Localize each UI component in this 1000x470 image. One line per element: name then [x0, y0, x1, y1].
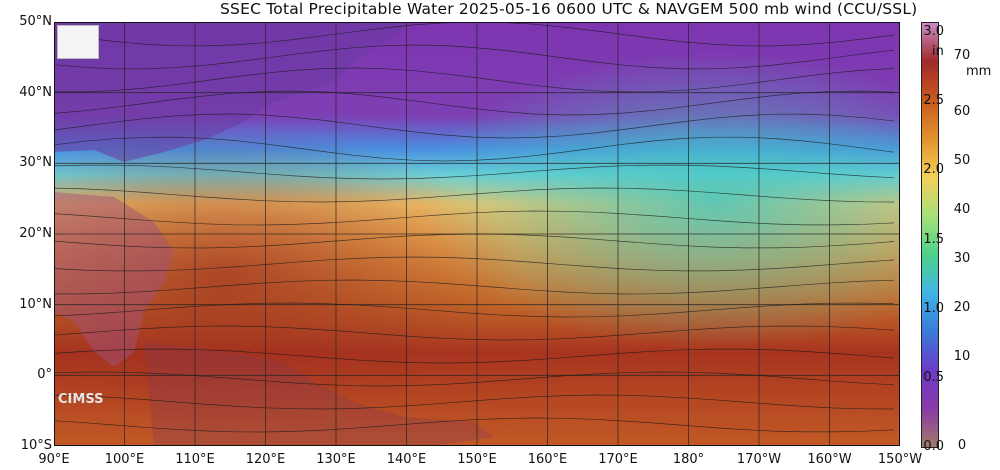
latitude-label: 30°N	[19, 155, 52, 171]
colorbar-mm-tick: 10	[953, 348, 971, 364]
wind-streamline	[54, 371, 895, 387]
latitude-label: 10°S	[20, 438, 52, 453]
graticule	[54, 22, 900, 446]
latitude-label: 50°N	[19, 14, 52, 29]
map-title: SSEC Total Precipitable Water 2025-05-16…	[220, 0, 918, 18]
latitude-label: 20°N	[19, 226, 52, 241]
longitude-label: 100°E	[104, 452, 145, 467]
colorbar	[921, 22, 939, 448]
wind-streamline	[54, 417, 895, 433]
colorbar-in-tick: 3.0	[923, 24, 944, 39]
colorbar-in-tick: 0.0	[923, 439, 944, 454]
longitude-label: 170°E	[598, 452, 638, 467]
colorbar-unit-mm: mm	[966, 64, 992, 79]
colorbar-in-tick: 1.0	[923, 300, 944, 316]
longitude-label: 150°E	[457, 452, 497, 467]
wind-streamline	[54, 67, 895, 93]
wind-streamline	[54, 279, 895, 295]
longitude-label: 160°E	[527, 452, 568, 467]
wind-streamline	[54, 348, 895, 364]
longitude-label: 120°E	[245, 452, 286, 467]
longitude-label: 160°W	[807, 452, 852, 467]
colorbar-mm-tick: 50	[953, 152, 971, 168]
colorbar-unit-in: in	[932, 44, 944, 59]
longitude-label: 170°W	[736, 452, 782, 467]
tpw-map	[54, 22, 900, 446]
wind-streamline	[54, 256, 895, 272]
colorbar-mm-tick: 70	[953, 48, 971, 63]
wind-streamline	[54, 302, 895, 318]
colorbar-mm-tick: 40	[953, 201, 971, 217]
colorbar-in-tick: 2.0	[923, 162, 944, 178]
colorbar-in-tick: 1.5	[923, 231, 944, 247]
longitude-label: 90°E	[38, 452, 70, 467]
wind-streamline	[54, 187, 895, 203]
cimss-logo-text: CIMSS	[58, 392, 104, 407]
wind-streamline	[54, 90, 895, 116]
asia-coast	[54, 22, 414, 162]
indochina	[54, 192, 174, 367]
longitude-label: 110°E	[175, 452, 215, 467]
wind-streamline	[54, 164, 895, 180]
longitude-label: 150°W	[877, 452, 923, 467]
wind-streamline	[54, 113, 895, 139]
wind-streamline	[54, 394, 895, 410]
latitude-label: 0°	[37, 367, 52, 383]
wind-streamline	[54, 210, 895, 226]
colorbar-in-tick: 2.5	[923, 93, 944, 109]
ssec-logo	[57, 25, 99, 59]
wind-streamline	[54, 22, 895, 47]
wind-streamline	[54, 233, 895, 249]
colorbar-mm-tick: 60	[953, 104, 971, 119]
wind-streamline	[54, 325, 895, 341]
colorbar-mm-tick: 0	[957, 438, 967, 453]
longitude-label: 130°E	[316, 452, 356, 467]
wind-streamline	[54, 136, 895, 162]
colorbar-in-tick: 0.5	[923, 369, 944, 385]
wind-streamline	[54, 44, 895, 70]
longitude-label: 180°	[672, 452, 705, 467]
wind-streamlines	[54, 22, 895, 433]
colorbar-mm-tick: 30	[953, 250, 971, 266]
colorbar-mm-tick: 20	[953, 299, 971, 315]
latitude-label: 40°N	[19, 84, 52, 100]
longitude-label: 140°E	[386, 452, 427, 467]
latitude-label: 10°N	[19, 296, 52, 312]
